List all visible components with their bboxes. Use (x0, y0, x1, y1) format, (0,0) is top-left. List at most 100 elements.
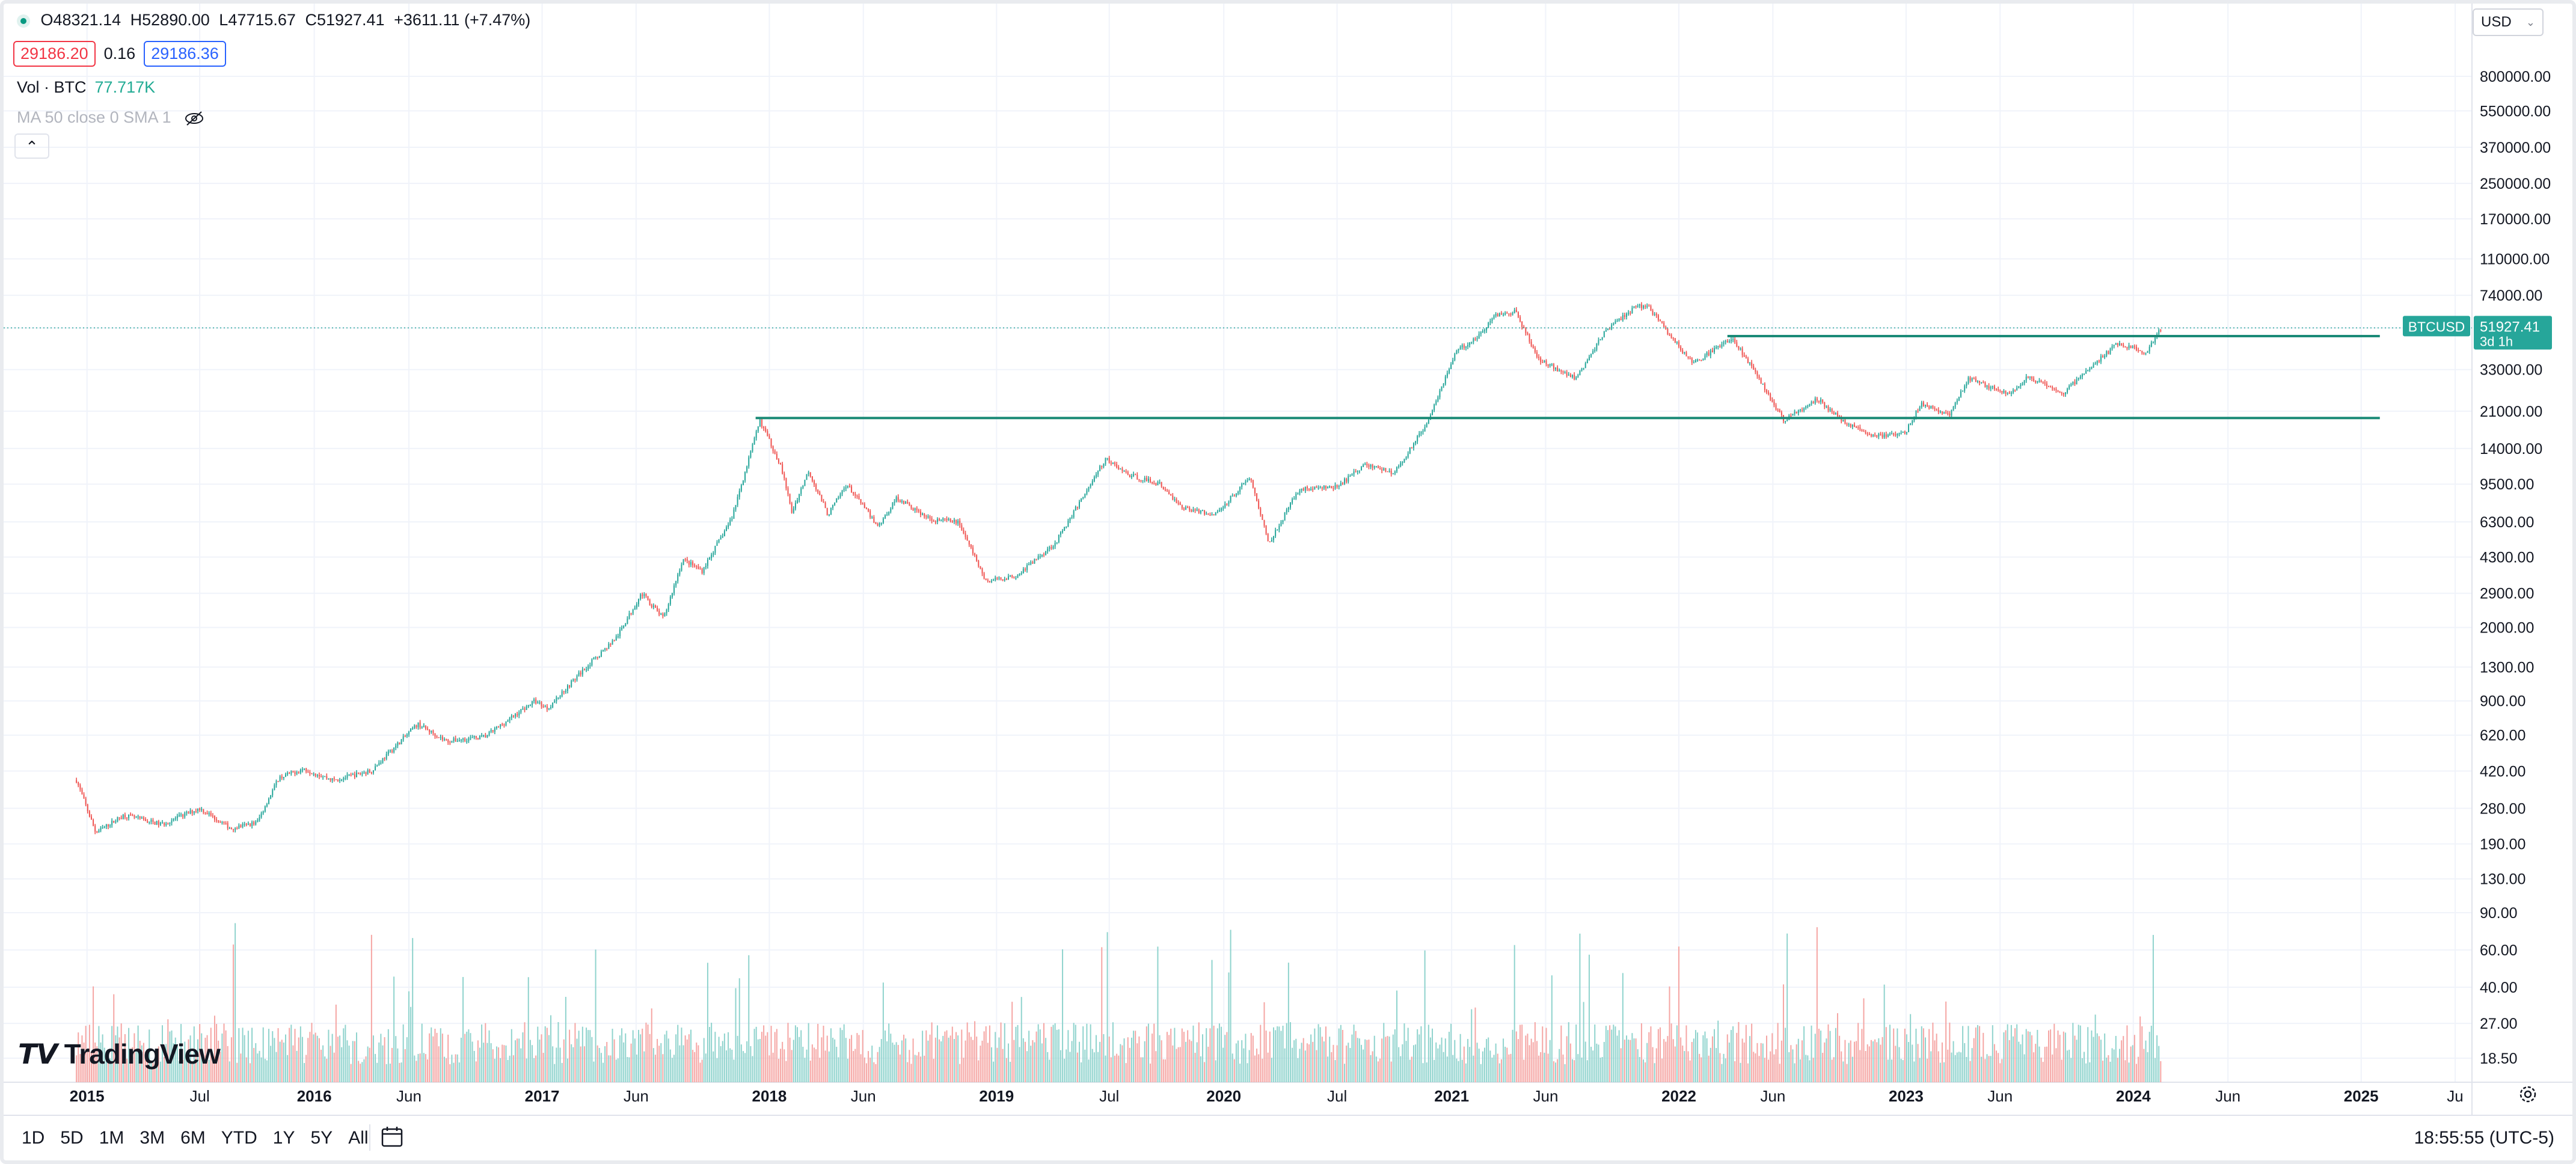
volume-bar (1183, 1032, 1185, 1082)
hidden-eye-icon[interactable] (184, 111, 204, 126)
candle-body (927, 516, 929, 518)
collapse-legend-button[interactable]: ⌃ (14, 133, 49, 159)
candle-body (1680, 346, 1682, 351)
candle-body (934, 521, 936, 522)
candle-body (1493, 316, 1495, 319)
volume-bar (212, 1056, 213, 1082)
gear-icon[interactable] (2517, 1083, 2539, 1105)
volume-bar (2094, 1014, 2096, 1082)
candle-body (1655, 314, 1657, 316)
volume-bar (2113, 1049, 2115, 1082)
range-1m-button[interactable]: 1M (99, 1128, 124, 1148)
currency-select[interactable]: USD ⌄ (2473, 8, 2544, 36)
volume-bar (996, 1047, 998, 1082)
volume-bar (1157, 946, 1159, 1082)
volume-bar (93, 986, 94, 1082)
candle-body (447, 740, 449, 743)
candle-body (309, 772, 311, 774)
volume-bar (2132, 1045, 2133, 1082)
candle-body (1579, 370, 1581, 376)
candle-body (1532, 346, 1534, 348)
volume-bar (1861, 1029, 1863, 1082)
legend-low: L47715.67 (219, 11, 296, 29)
volume-bar (1159, 1035, 1161, 1082)
price-axis[interactable]: 18.5027.0040.0060.0090.00130.00190.00280… (2480, 69, 2551, 1067)
buy-price-button[interactable]: 29186.36 (144, 41, 226, 67)
volume-bar (2046, 1046, 2047, 1082)
range-5d-button[interactable]: 5D (60, 1128, 84, 1148)
volume-bar (1650, 1026, 1652, 1082)
sell-price-button[interactable]: 29186.20 (13, 41, 96, 67)
candle-body (159, 822, 161, 825)
ma-indicator-legend[interactable]: MA 50 close 0 SMA 1 (17, 108, 204, 127)
candle-body (1753, 366, 1755, 370)
candle-body (1207, 513, 1209, 515)
price-tick-label: 14000.00 (2480, 441, 2542, 458)
range-1y-button[interactable]: 1Y (272, 1128, 295, 1148)
candle-body (260, 813, 262, 818)
candle-body (1420, 432, 1422, 434)
price-tick-label: 6300.00 (2480, 514, 2534, 531)
candle-body (1474, 338, 1476, 340)
candle-body (471, 737, 473, 738)
candle-body (774, 451, 776, 454)
candle-body (1790, 415, 1792, 417)
volume-indicator-legend[interactable]: Vol · BTC 77.717K (17, 78, 155, 97)
volume-bar (761, 1032, 763, 1082)
volume-bar (326, 1058, 328, 1082)
candle-body (1076, 506, 1078, 508)
candle-body (1538, 357, 1540, 358)
volume-bar (1583, 1002, 1584, 1082)
candle-body (2022, 383, 2023, 385)
volume-bar (1385, 1037, 1387, 1082)
candle-body (632, 610, 634, 614)
candle-body (1297, 493, 1299, 495)
volume-bar (951, 1026, 953, 1082)
candle-body (1407, 453, 1409, 458)
range-ytd-button[interactable]: YTD (221, 1128, 257, 1148)
volume-bar (2147, 1052, 2148, 1082)
tradingview-logo[interactable]: 𝙏𝙑 TradingView (18, 1038, 221, 1070)
range-all-button[interactable]: All (348, 1128, 369, 1148)
candle-body (341, 779, 343, 781)
candle-body (1166, 490, 1168, 492)
candle-body (432, 731, 434, 734)
volume-bar (1020, 997, 1022, 1082)
candle-body (782, 464, 784, 474)
range-6m-button[interactable]: 6M (180, 1128, 206, 1148)
volume-bar (1086, 1023, 1088, 1082)
range-5y-button[interactable]: 5Y (310, 1128, 333, 1148)
range-1d-button[interactable]: 1D (22, 1128, 45, 1148)
calendar-range-icon[interactable] (378, 1124, 406, 1151)
time-tick-label: Jun (396, 1087, 422, 1105)
volume-bar (1035, 1031, 1037, 1082)
volume-bar (425, 1054, 426, 1082)
volume-bar (1351, 1034, 1353, 1082)
volume-bar (400, 1062, 402, 1082)
candle-body (1469, 342, 1471, 345)
candle-body (2067, 388, 2068, 393)
timezone-clock[interactable]: 18:55:55 (UTC-5) (2414, 1128, 2554, 1148)
volume-bar (1525, 1035, 1527, 1082)
volume-bar (294, 1029, 296, 1082)
price-chart[interactable]: 18.5027.0040.0060.0090.00130.00190.00280… (4, 4, 2572, 1115)
time-axis[interactable]: 2015 Jul 2016 Jun 2017 Jun 2018 Jun 2019 Jul 2020 J… (70, 1087, 2464, 1105)
candle-body (274, 785, 275, 791)
range-3m-button[interactable]: 3M (140, 1128, 165, 1148)
volume-bar (640, 1034, 642, 1082)
volume-bar (141, 1045, 143, 1082)
volume-bar (1067, 1030, 1069, 1082)
volume-bar (1480, 1064, 1482, 1082)
candle-body (1699, 360, 1700, 361)
time-tick-label: Jun (851, 1087, 876, 1105)
volume-bar (384, 1037, 385, 1082)
candle-body (877, 524, 879, 526)
candle-body (1794, 411, 1796, 414)
candle-body (1665, 326, 1667, 329)
candle-body (1775, 405, 1777, 410)
volume-bar (228, 1061, 230, 1082)
volume-bar (832, 1037, 834, 1082)
volume-bar (1066, 1049, 1067, 1082)
candle-body (1833, 412, 1835, 414)
candle-body (1500, 313, 1502, 315)
